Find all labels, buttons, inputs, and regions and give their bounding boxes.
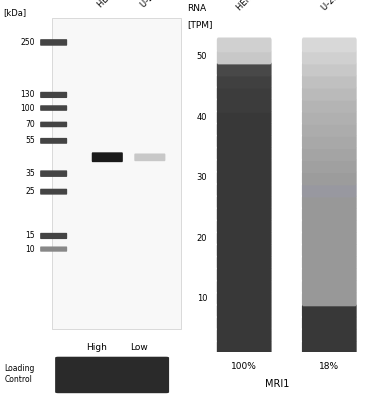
Text: 50: 50 — [197, 52, 207, 62]
FancyBboxPatch shape — [217, 195, 272, 210]
FancyBboxPatch shape — [302, 255, 357, 270]
Text: 18%: 18% — [319, 362, 339, 371]
FancyBboxPatch shape — [302, 158, 357, 173]
FancyBboxPatch shape — [302, 74, 357, 88]
FancyBboxPatch shape — [302, 280, 357, 294]
FancyBboxPatch shape — [217, 280, 272, 294]
Text: 70: 70 — [26, 120, 35, 129]
Text: 25: 25 — [26, 187, 35, 196]
FancyBboxPatch shape — [302, 134, 357, 149]
FancyBboxPatch shape — [302, 50, 357, 64]
FancyBboxPatch shape — [217, 243, 272, 258]
FancyBboxPatch shape — [217, 170, 272, 185]
FancyBboxPatch shape — [302, 110, 357, 125]
FancyBboxPatch shape — [92, 152, 123, 162]
Text: High: High — [86, 342, 107, 352]
FancyBboxPatch shape — [40, 138, 67, 144]
Text: Low: Low — [130, 342, 148, 352]
FancyBboxPatch shape — [302, 183, 357, 198]
FancyBboxPatch shape — [217, 74, 272, 88]
Text: 20: 20 — [197, 234, 207, 243]
Text: U-251 MG: U-251 MG — [139, 0, 174, 10]
FancyBboxPatch shape — [40, 105, 67, 111]
FancyBboxPatch shape — [217, 110, 272, 125]
FancyBboxPatch shape — [217, 38, 272, 52]
Text: 35: 35 — [26, 169, 35, 178]
FancyBboxPatch shape — [217, 267, 272, 282]
FancyBboxPatch shape — [302, 38, 357, 52]
FancyBboxPatch shape — [217, 134, 272, 149]
FancyBboxPatch shape — [217, 86, 272, 101]
Text: [kDa]: [kDa] — [4, 8, 27, 17]
FancyBboxPatch shape — [217, 328, 272, 342]
FancyBboxPatch shape — [217, 50, 272, 64]
FancyBboxPatch shape — [217, 146, 272, 161]
Text: MRI1: MRI1 — [265, 379, 290, 389]
FancyBboxPatch shape — [217, 122, 272, 137]
Text: 30: 30 — [196, 174, 207, 182]
Text: HEK 293: HEK 293 — [96, 0, 128, 10]
Text: 100: 100 — [21, 104, 35, 112]
FancyBboxPatch shape — [217, 158, 272, 173]
Text: U-251 MG: U-251 MG — [320, 0, 356, 13]
FancyBboxPatch shape — [217, 219, 272, 234]
FancyBboxPatch shape — [40, 189, 67, 195]
Text: 55: 55 — [26, 136, 35, 145]
FancyBboxPatch shape — [302, 98, 357, 113]
Text: 10: 10 — [197, 294, 207, 304]
FancyBboxPatch shape — [302, 207, 357, 222]
FancyBboxPatch shape — [217, 340, 272, 355]
FancyBboxPatch shape — [40, 170, 67, 177]
FancyBboxPatch shape — [302, 304, 357, 318]
FancyBboxPatch shape — [40, 246, 67, 252]
FancyBboxPatch shape — [134, 154, 165, 161]
Text: RNA: RNA — [187, 4, 206, 13]
FancyBboxPatch shape — [302, 86, 357, 101]
FancyBboxPatch shape — [302, 292, 357, 306]
FancyBboxPatch shape — [302, 195, 357, 210]
FancyBboxPatch shape — [217, 316, 272, 330]
FancyBboxPatch shape — [217, 98, 272, 113]
FancyBboxPatch shape — [40, 92, 67, 98]
Text: 10: 10 — [26, 244, 35, 254]
Text: 130: 130 — [21, 90, 35, 100]
FancyBboxPatch shape — [302, 316, 357, 330]
FancyBboxPatch shape — [55, 357, 169, 393]
FancyBboxPatch shape — [302, 122, 357, 137]
Text: 100%: 100% — [231, 362, 257, 371]
FancyBboxPatch shape — [302, 62, 357, 76]
Text: 15: 15 — [26, 232, 35, 240]
FancyBboxPatch shape — [302, 231, 357, 246]
FancyBboxPatch shape — [217, 231, 272, 246]
FancyBboxPatch shape — [302, 146, 357, 161]
FancyBboxPatch shape — [217, 62, 272, 76]
Text: [TPM]: [TPM] — [187, 20, 212, 30]
FancyBboxPatch shape — [40, 122, 67, 127]
FancyBboxPatch shape — [302, 219, 357, 234]
FancyBboxPatch shape — [217, 255, 272, 270]
FancyBboxPatch shape — [302, 243, 357, 258]
FancyBboxPatch shape — [40, 233, 67, 239]
FancyBboxPatch shape — [217, 292, 272, 306]
FancyBboxPatch shape — [302, 340, 357, 355]
FancyBboxPatch shape — [302, 170, 357, 185]
FancyBboxPatch shape — [217, 183, 272, 198]
Text: HEK 293: HEK 293 — [235, 0, 266, 13]
Text: 250: 250 — [21, 38, 35, 47]
Text: 40: 40 — [197, 113, 207, 122]
FancyBboxPatch shape — [40, 39, 67, 46]
Text: Loading
Control: Loading Control — [4, 364, 35, 384]
FancyBboxPatch shape — [217, 207, 272, 222]
FancyBboxPatch shape — [217, 304, 272, 318]
FancyBboxPatch shape — [52, 18, 181, 330]
FancyBboxPatch shape — [302, 328, 357, 342]
FancyBboxPatch shape — [302, 267, 357, 282]
